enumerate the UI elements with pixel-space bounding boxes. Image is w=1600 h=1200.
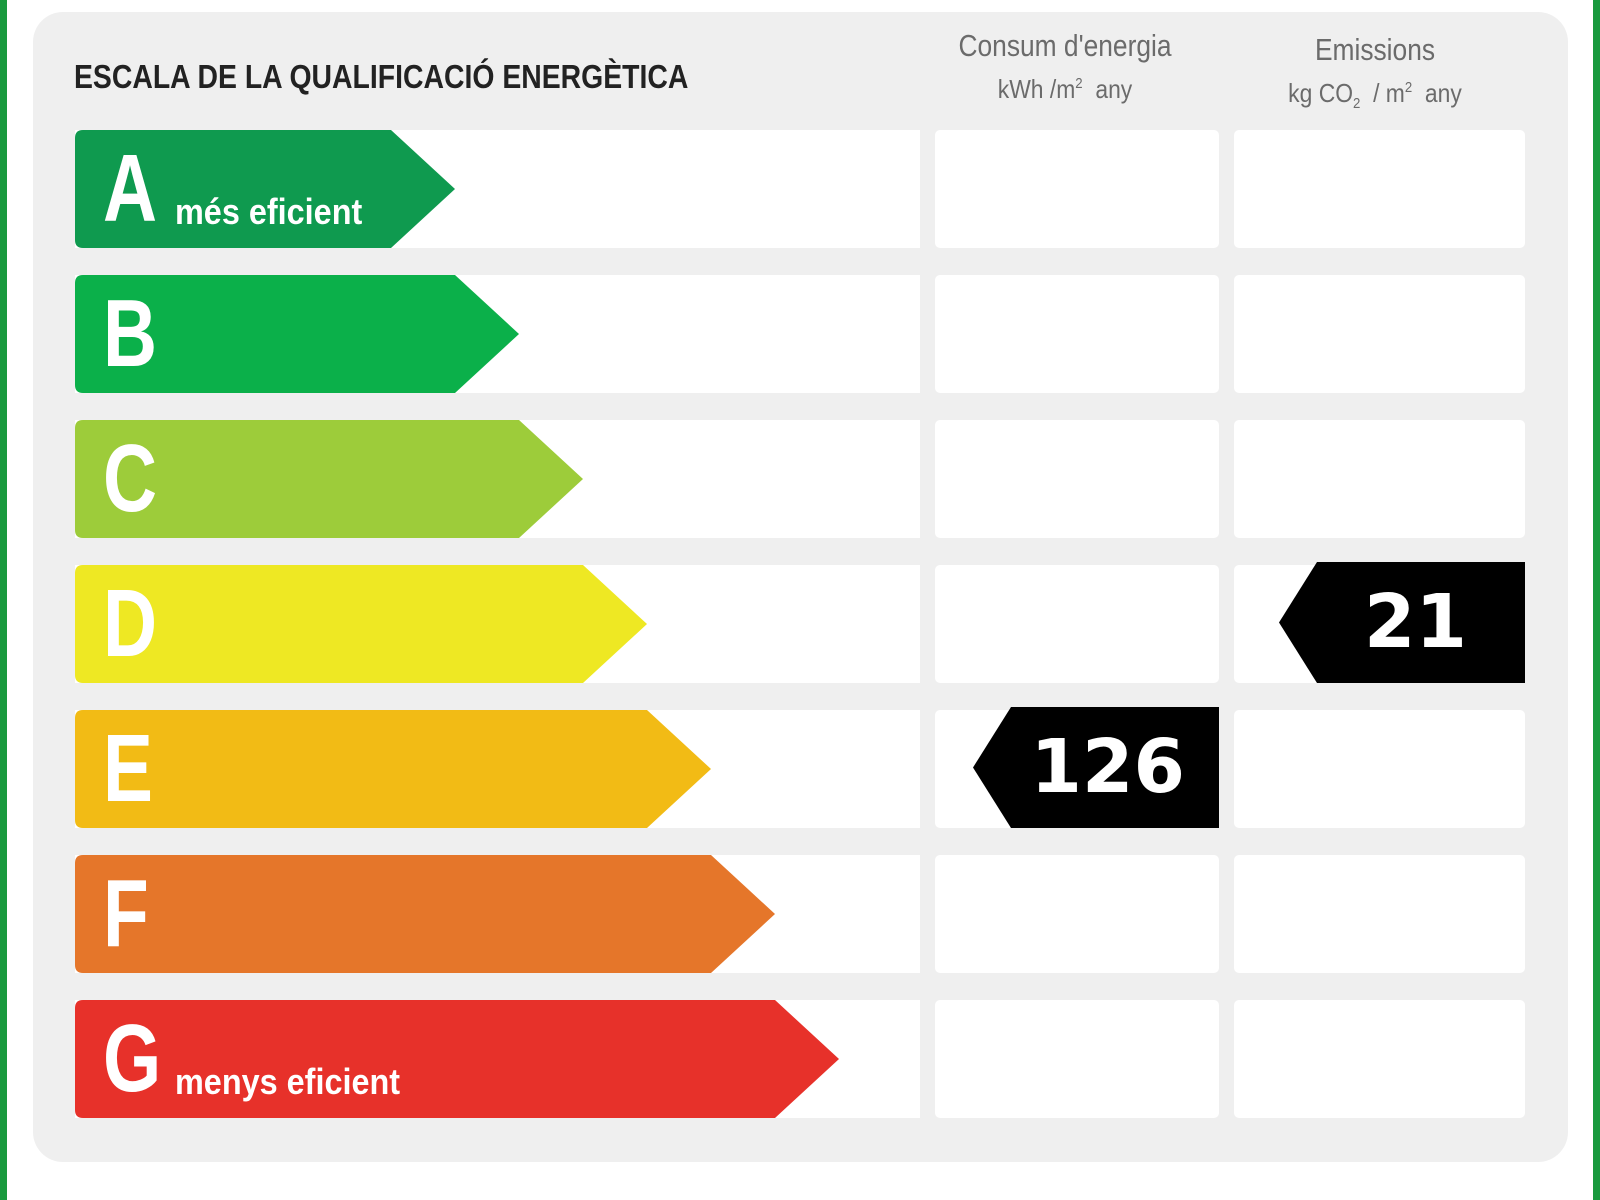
emissions-cell-c [1234,420,1525,538]
frame-edge-left [0,0,7,1200]
consum-cell-b [935,275,1219,393]
scale-title: ESCALA DE LA QUALIFICACIÓ ENERGÈTICA [74,58,689,95]
rating-arrow-shape-g [75,1000,839,1118]
emissions-indicator-shape [1279,562,1525,683]
consum-cell-g [935,1000,1219,1118]
emissions-cell-e [1234,710,1525,828]
consum-cell-a [935,130,1219,248]
emissions-indicator: 21 [1279,562,1525,683]
frame-edge-right [1593,0,1600,1200]
emissions-cell-g [1234,1000,1525,1118]
rating-letter-f: F [103,860,149,967]
consum-unit: kWh /m2 any [997,74,1133,104]
rating-arrow-shape-a [75,130,455,248]
rating-letter-a: A [103,135,158,242]
rating-arrow-d: D [75,565,647,683]
emissions-cell-b [1234,275,1525,393]
rating-letter-e: E [103,715,153,822]
rating-arrow-f: F [75,855,775,973]
consum-value: 126 [1030,724,1185,810]
consum-title: Consum d'energia [958,28,1172,63]
consum-cell-f [935,855,1219,973]
column-header-emissions: Emissions kg CO2 / m2 any [1205,30,1545,122]
rating-letter-c: C [103,425,158,532]
rating-arrow-shape-d [75,565,647,683]
rating-sublabel-a: més eficient [175,191,363,232]
consum-cell-c [935,420,1219,538]
rating-letter-g: G [103,1005,162,1112]
rating-arrow-shape-c [75,420,583,538]
rating-arrow-c: C [75,420,583,538]
emissions-unit: kg CO2 / m2 any [1288,78,1462,112]
rating-arrow-shape-f [75,855,775,973]
rating-arrow-b: B [75,275,519,393]
rating-arrow-shape-b [75,275,519,393]
column-header-consum: Consum d'energia kWh /m2 any [915,26,1215,107]
emissions-cell-a [1234,130,1525,248]
rating-arrow-shape-e [75,710,711,828]
emissions-title: Emissions [1314,32,1436,67]
consum-cell-d [935,565,1219,683]
emissions-value: 21 [1364,579,1467,665]
emissions-cell-f [1234,855,1525,973]
rating-letter-d: D [103,570,158,677]
rating-letter-b: B [103,280,158,387]
consum-indicator: 126 [973,707,1219,828]
rating-arrow-e: E [75,710,711,828]
consum-indicator-shape [973,707,1219,828]
rating-sublabel-g: menys eficient [175,1061,401,1102]
